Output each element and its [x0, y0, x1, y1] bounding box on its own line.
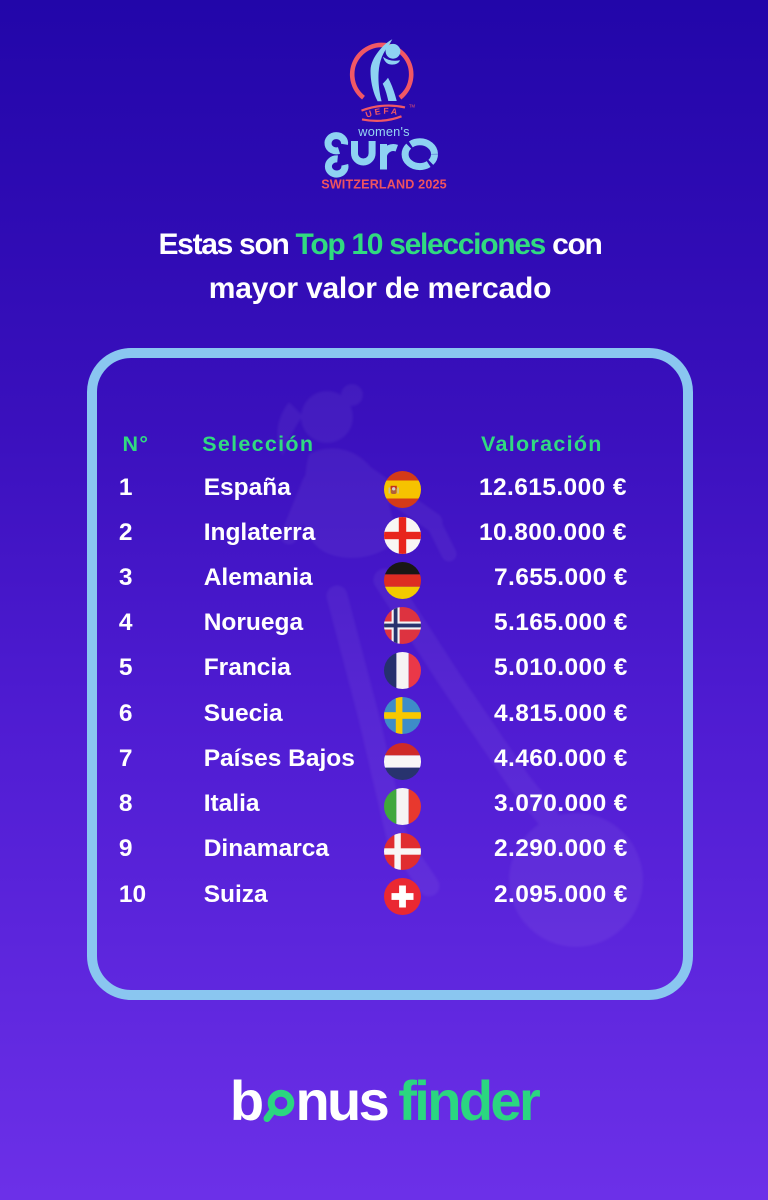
svg-text:women's: women's — [357, 124, 410, 139]
svg-text:SWITZERLAND 2025: SWITZERLAND 2025 — [321, 178, 447, 192]
svg-text:TM: TM — [409, 104, 416, 109]
